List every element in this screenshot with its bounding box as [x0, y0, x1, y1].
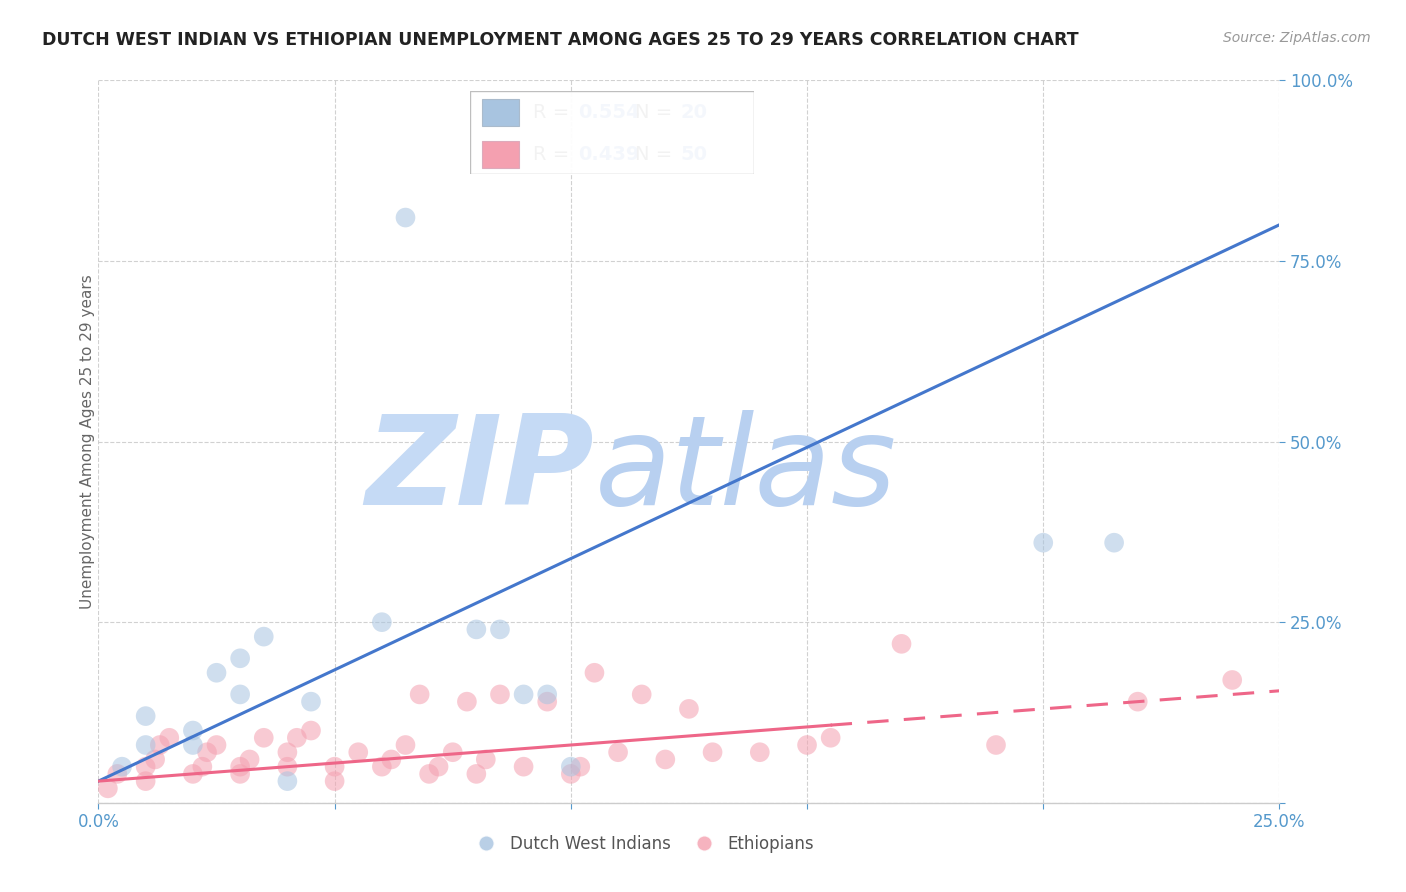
Point	[394, 211, 416, 225]
Point	[475, 752, 498, 766]
Point	[323, 760, 346, 774]
Point	[394, 738, 416, 752]
Point	[536, 695, 558, 709]
Point	[253, 630, 276, 644]
Point	[456, 695, 478, 709]
Point	[299, 723, 322, 738]
Point	[371, 760, 394, 774]
Point	[276, 745, 298, 759]
Text: ZIP: ZIP	[366, 410, 595, 531]
Point	[239, 752, 262, 766]
Point	[560, 760, 582, 774]
Point	[418, 767, 440, 781]
Point	[512, 687, 534, 701]
Point	[105, 767, 128, 781]
Point	[984, 738, 1007, 752]
Point	[569, 760, 592, 774]
Point	[299, 695, 322, 709]
Point	[536, 687, 558, 701]
Point	[1220, 673, 1243, 687]
Point	[796, 738, 818, 752]
Legend: Dutch West Indians, Ethiopians: Dutch West Indians, Ethiopians	[463, 828, 821, 860]
Point	[820, 731, 842, 745]
Point	[512, 760, 534, 774]
Point	[229, 651, 252, 665]
Point	[181, 738, 204, 752]
Point	[205, 738, 228, 752]
Point	[748, 745, 770, 759]
Point	[229, 767, 252, 781]
Point	[408, 687, 430, 701]
Point	[135, 774, 157, 789]
Point	[380, 752, 402, 766]
Point	[1102, 535, 1125, 549]
Point	[630, 687, 652, 701]
Text: atlas: atlas	[595, 410, 897, 531]
Point	[191, 760, 214, 774]
Point	[441, 745, 464, 759]
Point	[678, 702, 700, 716]
Point	[229, 687, 252, 701]
Point	[149, 738, 172, 752]
Point	[143, 752, 166, 766]
Point	[323, 774, 346, 789]
Text: DUTCH WEST INDIAN VS ETHIOPIAN UNEMPLOYMENT AMONG AGES 25 TO 29 YEARS CORRELATIO: DUTCH WEST INDIAN VS ETHIOPIAN UNEMPLOYM…	[42, 31, 1078, 49]
Point	[253, 731, 276, 745]
Point	[371, 615, 394, 630]
Point	[285, 731, 308, 745]
Point	[702, 745, 724, 759]
Point	[276, 760, 298, 774]
Point	[135, 709, 157, 723]
Point	[489, 687, 512, 701]
Point	[1032, 535, 1054, 549]
Point	[560, 767, 582, 781]
Point	[489, 623, 512, 637]
Point	[157, 731, 180, 745]
Point	[135, 738, 157, 752]
Point	[195, 745, 218, 759]
Point	[205, 665, 228, 680]
Point	[607, 745, 630, 759]
Text: Source: ZipAtlas.com: Source: ZipAtlas.com	[1223, 31, 1371, 45]
Point	[276, 774, 298, 789]
Point	[654, 752, 676, 766]
Point	[1126, 695, 1149, 709]
Point	[229, 760, 252, 774]
Point	[111, 760, 134, 774]
Y-axis label: Unemployment Among Ages 25 to 29 years: Unemployment Among Ages 25 to 29 years	[80, 274, 94, 609]
Point	[181, 767, 204, 781]
Point	[583, 665, 606, 680]
Point	[465, 623, 488, 637]
Point	[181, 723, 204, 738]
Point	[890, 637, 912, 651]
Point	[135, 760, 157, 774]
Point	[465, 767, 488, 781]
Point	[97, 781, 120, 796]
Point	[347, 745, 370, 759]
Point	[427, 760, 450, 774]
